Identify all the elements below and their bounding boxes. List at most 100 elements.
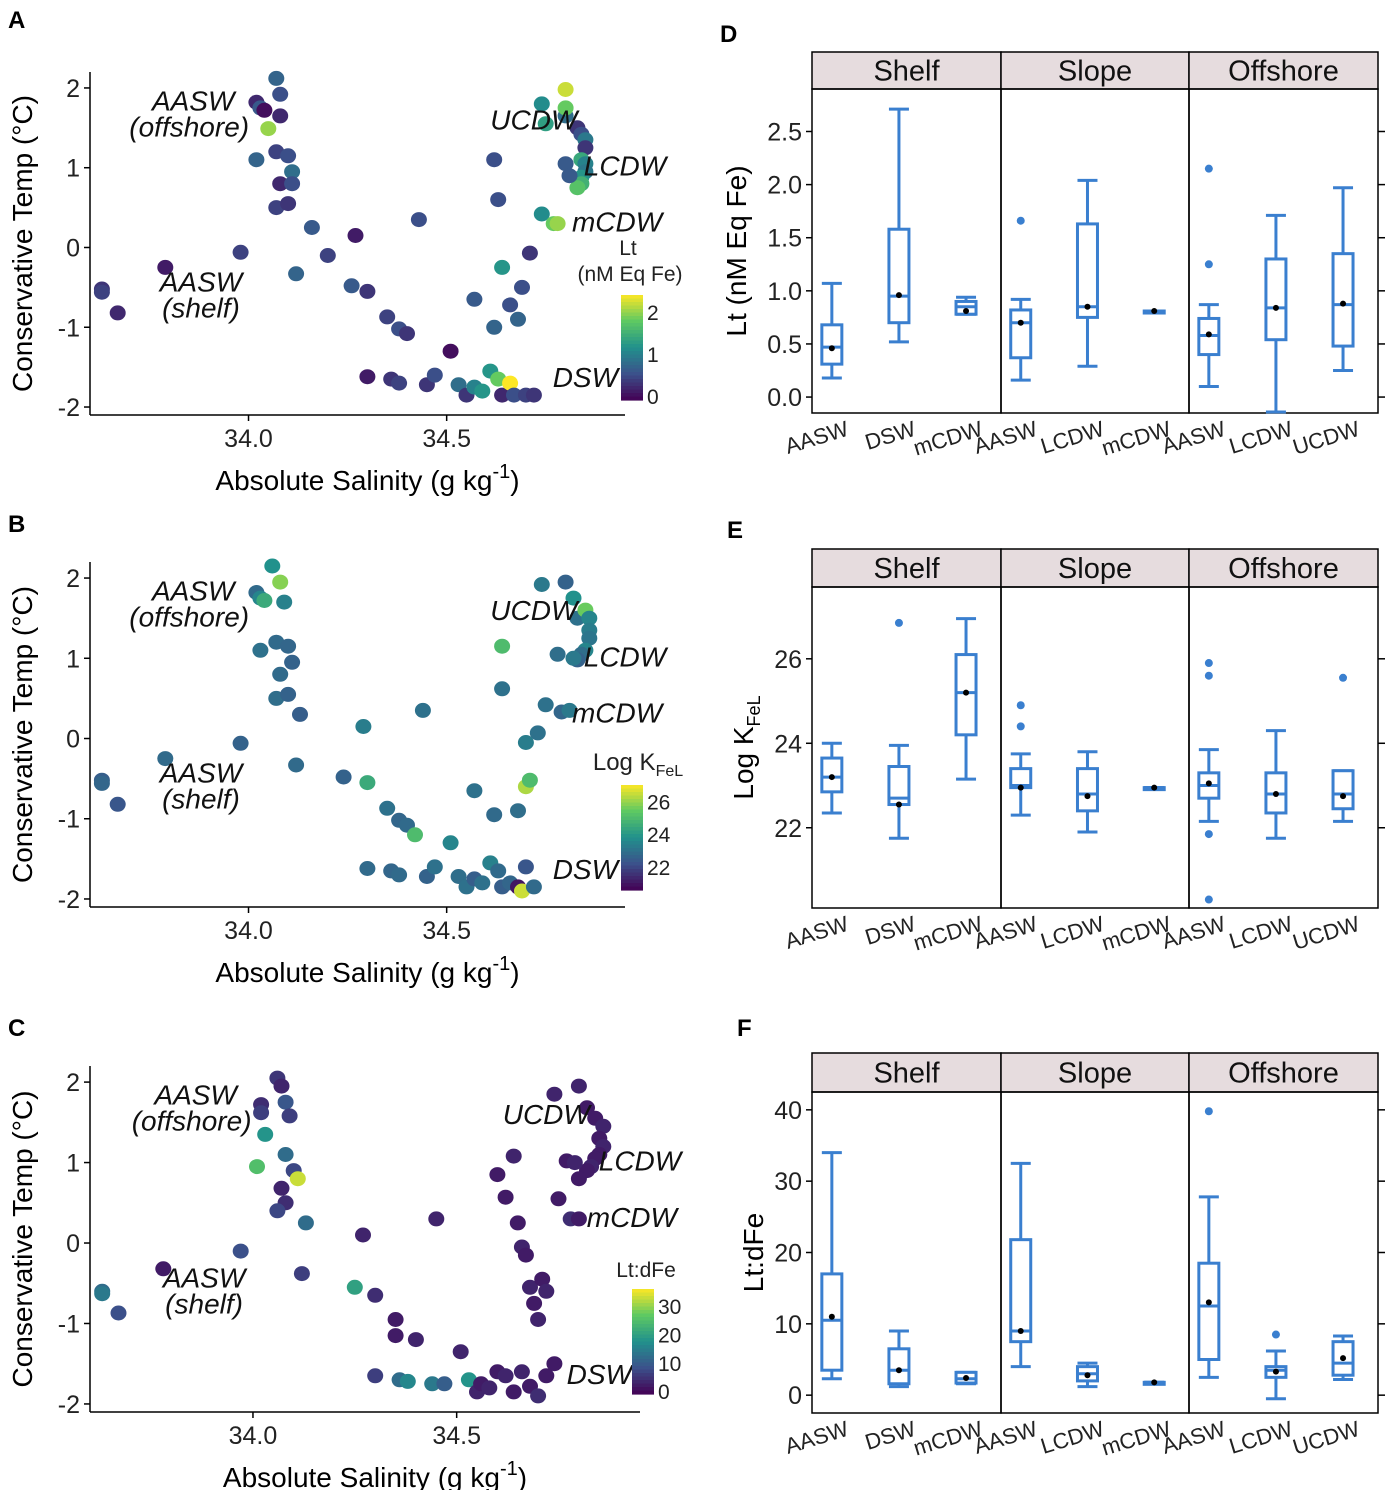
data-point (248, 152, 265, 168)
y-tick-label: 22 (774, 815, 802, 843)
box-mean-point (895, 801, 902, 808)
y-tick-label: 1 (66, 155, 80, 183)
data-point (557, 100, 574, 116)
x-axis-title-superscript: -1 (492, 953, 510, 975)
colorbar-segment (621, 382, 643, 387)
colorbar-segment (632, 1327, 654, 1332)
label-aasw-offshore-sub: (offshore) (129, 111, 249, 142)
facet-label-shelf: Shelf (873, 553, 940, 585)
colorbar-tick-label: 2 (647, 302, 659, 325)
colorbar-segment (621, 886, 643, 891)
outlier-point (1204, 671, 1213, 680)
y-axis-title: Conservative Temp (°C) (7, 1091, 38, 1388)
box-iqr (1331, 252, 1355, 348)
colorbar-segment (621, 333, 643, 338)
data-point (269, 1203, 286, 1219)
colorbar-segment (621, 379, 643, 384)
legend-title-units: (nM Eq Fe) (577, 263, 682, 286)
data-point (335, 769, 352, 785)
label-dsw: DSW (553, 854, 621, 885)
box-mean-point (1151, 1379, 1158, 1386)
data-point (565, 650, 582, 666)
data-point (546, 1086, 563, 1102)
y-axis-title-main: Lt (nM Eq Fe) (721, 165, 752, 336)
data-point (109, 305, 126, 321)
colorbar-segment (621, 823, 643, 828)
colorbar-segment (621, 312, 643, 317)
legend-title-main: Log K (593, 749, 656, 776)
box-iqr (887, 1347, 911, 1386)
box-iqr (820, 323, 844, 366)
x-axis-title-superscript: -1 (500, 1458, 518, 1480)
facet-strip (1188, 1052, 1379, 1093)
box-iqr (1264, 257, 1288, 342)
label-mcdw: mCDW (572, 697, 665, 728)
colorbar-segment (632, 1376, 654, 1381)
outlier-point (1204, 830, 1213, 839)
colorbar-segment (621, 788, 643, 793)
colorbar-segment (632, 1303, 654, 1308)
outlier-point (1204, 1107, 1213, 1116)
colorbar-segment (621, 340, 643, 345)
box-mean-point (895, 292, 902, 299)
y-tick-label: 26 (774, 646, 802, 674)
outlier-point (1016, 216, 1025, 225)
facet-strip (811, 1052, 1002, 1093)
box-mean-point (963, 1375, 970, 1382)
colorbar-segment (621, 841, 643, 846)
colorbar-segment (621, 855, 643, 860)
y-tick-label: 10 (774, 1311, 802, 1339)
y-axis-title-main: Log K (728, 726, 759, 799)
panel-letter: F (737, 1015, 752, 1042)
facet-strip (811, 51, 1002, 90)
data-point (272, 574, 289, 590)
data-point (526, 1295, 543, 1311)
data-point (517, 1247, 534, 1263)
label-aasw-offshore: AASW (152, 1080, 239, 1111)
colorbar-segment (621, 837, 643, 842)
x-axis-title-superscript: -1 (492, 461, 510, 483)
colorbar-segment (621, 848, 643, 853)
y-tick-label: 0 (66, 234, 80, 262)
data-point (109, 796, 126, 812)
colorbar-segment (632, 1390, 654, 1395)
x-tick-label: 34.5 (422, 917, 471, 945)
outlier-point (1204, 659, 1213, 668)
label-aasw-offshore-sub: (offshore) (129, 602, 249, 633)
data-point (289, 1171, 306, 1187)
data-point (280, 148, 297, 164)
box-mean-point (1084, 303, 1091, 310)
colorbar-segment (621, 820, 643, 825)
data-point (450, 869, 467, 884)
data-point (486, 807, 503, 823)
colorbar-tick-label: 0 (647, 386, 659, 409)
colorbar-segment (621, 883, 643, 888)
outlier-point (894, 618, 903, 627)
colorbar-tick-label: 26 (647, 791, 670, 814)
colorbar-segment (621, 354, 643, 359)
data-point (489, 1167, 506, 1183)
data-point (525, 387, 542, 403)
data-point (530, 1388, 547, 1404)
y-tick-label: 20 (774, 1240, 802, 1268)
box-mean-point (963, 308, 970, 315)
colorbar-segment (632, 1338, 654, 1343)
data-point (581, 630, 598, 646)
data-point (387, 1312, 404, 1327)
data-point (474, 383, 491, 399)
data-point (379, 800, 396, 816)
data-point (284, 654, 301, 670)
data-point (284, 164, 301, 180)
colorbar-segment (632, 1352, 654, 1357)
colorbar-segment (621, 802, 643, 807)
data-point (466, 291, 483, 307)
label-lcdw: LCDW (584, 641, 669, 672)
data-point (284, 176, 301, 192)
y-tick-label: 1 (66, 645, 80, 673)
x-axis-title-end: ) (510, 957, 519, 988)
data-point (367, 1287, 384, 1303)
box-mean-point (1151, 308, 1158, 315)
colorbar-tick-label: 22 (647, 857, 670, 880)
colorbar-segment (621, 372, 643, 377)
